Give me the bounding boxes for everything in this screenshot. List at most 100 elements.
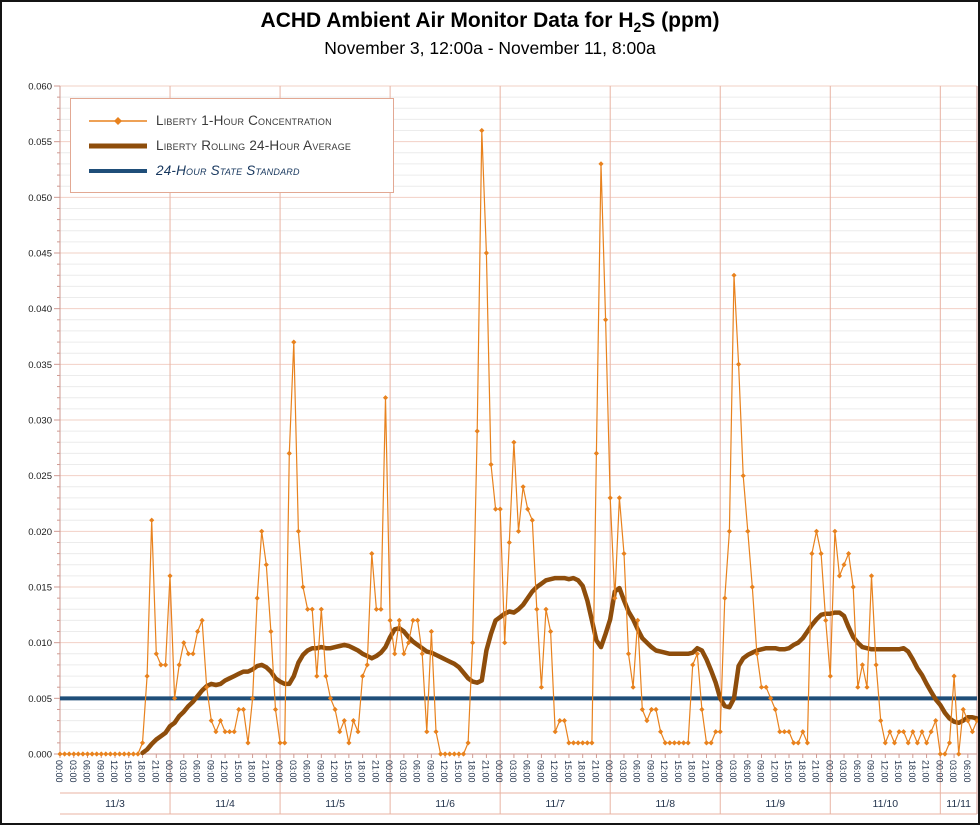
x-tick-label: 15:00 — [893, 760, 903, 783]
x-tick-label: 06:00 — [742, 760, 752, 783]
x-tick-label: 09:00 — [205, 760, 215, 783]
x-tick-label: 00:00 — [274, 760, 284, 783]
x-tick-label: 15:00 — [343, 760, 353, 783]
x-tick-label: 06:00 — [962, 760, 972, 783]
x-tick-label: 18:00 — [357, 760, 367, 783]
x-tick-label: 00:00 — [824, 760, 834, 783]
x-tick-label: 21:00 — [370, 760, 380, 783]
x-tick-label: 00:00 — [164, 760, 174, 783]
x-tick-label: 03:00 — [728, 760, 738, 783]
x-tick-label: 15:00 — [563, 760, 573, 783]
x-tick-label: 12:00 — [659, 760, 669, 783]
y-tick-label: 0.030 — [28, 416, 52, 427]
chart-subtitle: November 3, 12:00a - November 11, 8:00a — [324, 37, 656, 58]
x-tick-label: 12:00 — [109, 760, 119, 783]
y-tick-label: 0.000 — [28, 750, 52, 761]
title-subscript: 2 — [633, 19, 642, 36]
x-tick-label: 00:00 — [934, 760, 944, 783]
x-tick-label: 06:00 — [412, 760, 422, 783]
x-tick-label: 21:00 — [701, 760, 711, 783]
x-tick-label: 18:00 — [137, 760, 147, 783]
x-tick-label: 12:00 — [219, 760, 229, 783]
legend-swatch-1hour-line-icon — [89, 116, 147, 125]
y-tick-label: 0.005 — [28, 694, 52, 705]
x-tick-label: 21:00 — [150, 760, 160, 783]
y-tick-label: 0.010 — [28, 638, 52, 649]
x-tick-label: 09:00 — [95, 760, 105, 783]
x-tick-label: 03:00 — [838, 760, 848, 783]
x-tick-label: 09:00 — [646, 760, 656, 783]
x-tick-label: 03:00 — [288, 760, 298, 783]
y-tick-label: 0.015 — [28, 583, 52, 594]
y-tick-label: 0.055 — [28, 137, 52, 148]
y-tick-label: 0.020 — [28, 527, 52, 538]
x-tick-label: 00:00 — [604, 760, 614, 783]
date-label: 11/7 — [545, 798, 565, 810]
x-tick-label: 09:00 — [535, 760, 545, 783]
x-tick-label: 18:00 — [797, 760, 807, 783]
x-tick-label: 18:00 — [247, 760, 257, 783]
x-tick-label: 18:00 — [467, 760, 477, 783]
x-tick-label: 00:00 — [714, 760, 724, 783]
x-tick-label: 03:00 — [178, 760, 188, 783]
date-label: 11/8 — [655, 798, 675, 810]
x-tick-label: 09:00 — [866, 760, 876, 783]
x-tick-label: 06:00 — [632, 760, 642, 783]
x-tick-label: 03:00 — [508, 760, 518, 783]
y-tick-label: 0.040 — [28, 304, 52, 315]
date-label: 11/5 — [325, 798, 345, 810]
legend-swatch-rolling-avg-line-icon — [89, 143, 147, 148]
x-tick-label: 09:00 — [756, 760, 766, 783]
y-tick-label: 0.050 — [28, 193, 52, 204]
legend-item-rolling-avg: Liberty Rolling 24-Hour Average — [87, 133, 383, 158]
chart-title: ACHD Ambient Air Monitor Data for H2S (p… — [2, 8, 978, 37]
x-tick-label: 12:00 — [439, 760, 449, 783]
x-tick-label: 21:00 — [590, 760, 600, 783]
legend-item-1hour: Liberty 1-Hour Concentration — [87, 108, 383, 133]
y-tick-label: 0.035 — [28, 360, 52, 371]
x-tick-label: 00:00 — [384, 760, 394, 783]
date-label: 11/6 — [435, 798, 455, 810]
x-tick-label: 12:00 — [549, 760, 559, 783]
y-tick-label: 0.025 — [28, 471, 52, 482]
x-tick-label: 15:00 — [453, 760, 463, 783]
x-tick-label: 03:00 — [68, 760, 78, 783]
date-label: 11/4 — [215, 798, 235, 810]
x-tick-label: 06:00 — [852, 760, 862, 783]
x-tick-label: 00:00 — [54, 760, 64, 783]
date-label: 11/10 — [873, 798, 899, 810]
x-tick-label: 06:00 — [82, 760, 92, 783]
x-tick-label: 18:00 — [577, 760, 587, 783]
y-tick-label: 0.060 — [28, 82, 52, 93]
date-label: 11/9 — [765, 798, 785, 810]
x-tick-label: 15:00 — [233, 760, 243, 783]
date-label: 11/3 — [105, 798, 125, 810]
x-tick-label: 06:00 — [522, 760, 532, 783]
legend-item-state-standard: 24-Hour State Standard — [87, 158, 383, 183]
x-tick-label: 18:00 — [907, 760, 917, 783]
x-tick-label: 12:00 — [879, 760, 889, 783]
x-tick-label: 15:00 — [123, 760, 133, 783]
x-tick-label: 09:00 — [315, 760, 325, 783]
title-area: ACHD Ambient Air Monitor Data for H2S (p… — [2, 8, 978, 59]
legend-label-state-standard: 24-Hour State Standard — [156, 163, 300, 178]
title-prefix: ACHD Ambient Air Monitor Data for H — [260, 9, 634, 32]
x-tick-label: 09:00 — [425, 760, 435, 783]
legend-label-rolling-avg: Liberty Rolling 24-Hour Average — [156, 138, 352, 153]
legend-label-1hour: Liberty 1-Hour Concentration — [156, 113, 332, 128]
x-tick-label: 06:00 — [302, 760, 312, 783]
x-tick-label: 03:00 — [398, 760, 408, 783]
x-tick-label: 03:00 — [618, 760, 628, 783]
date-label: 11/11 — [946, 798, 971, 810]
legend-swatch-state-standard-line-icon — [89, 168, 147, 173]
x-tick-label: 00:00 — [494, 760, 504, 783]
x-tick-label: 12:00 — [329, 760, 339, 783]
title-suffix: S (ppm) — [641, 9, 720, 32]
series-rolling-24h-line — [140, 575, 978, 756]
x-tick-label: 21:00 — [480, 760, 490, 783]
x-tick-label: 12:00 — [769, 760, 779, 783]
x-tick-label: 15:00 — [673, 760, 683, 783]
x-tick-label: 21:00 — [811, 760, 821, 783]
x-tick-label: 18:00 — [687, 760, 697, 783]
